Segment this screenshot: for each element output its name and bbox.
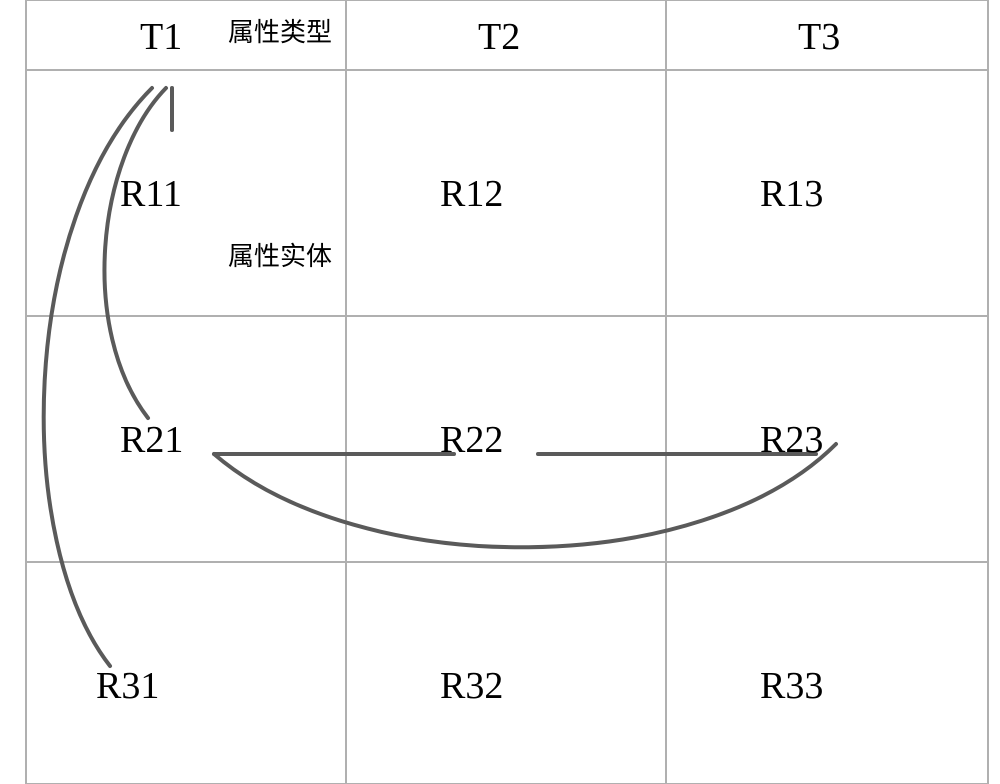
header-cell-t1: T1 bbox=[140, 15, 182, 59]
diagram-stage: T1 T2 T3 属性类型 R11 R12 R13 属性实体 R21 R22 R… bbox=[0, 0, 1000, 784]
cell-r22: R22 bbox=[440, 418, 503, 462]
cell-r33: R33 bbox=[760, 664, 823, 708]
header-cell-t2: T2 bbox=[478, 15, 520, 59]
cell-r31: R31 bbox=[96, 664, 159, 708]
annot-attribute-type: 属性类型 bbox=[228, 12, 332, 49]
cell-r12: R12 bbox=[440, 172, 503, 216]
cell-r23: R23 bbox=[760, 418, 823, 462]
header-cell-t3: T3 bbox=[798, 15, 840, 59]
edge-t1-r21-arc bbox=[104, 88, 166, 418]
cell-r21: R21 bbox=[120, 418, 183, 462]
cell-r11: R11 bbox=[120, 172, 182, 216]
grid-lines bbox=[26, 0, 988, 784]
cell-r32: R32 bbox=[440, 664, 503, 708]
annot-attribute-entity: 属性实体 bbox=[228, 236, 332, 273]
cell-r13: R13 bbox=[760, 172, 823, 216]
edge-r21-r23-arc bbox=[214, 444, 836, 547]
